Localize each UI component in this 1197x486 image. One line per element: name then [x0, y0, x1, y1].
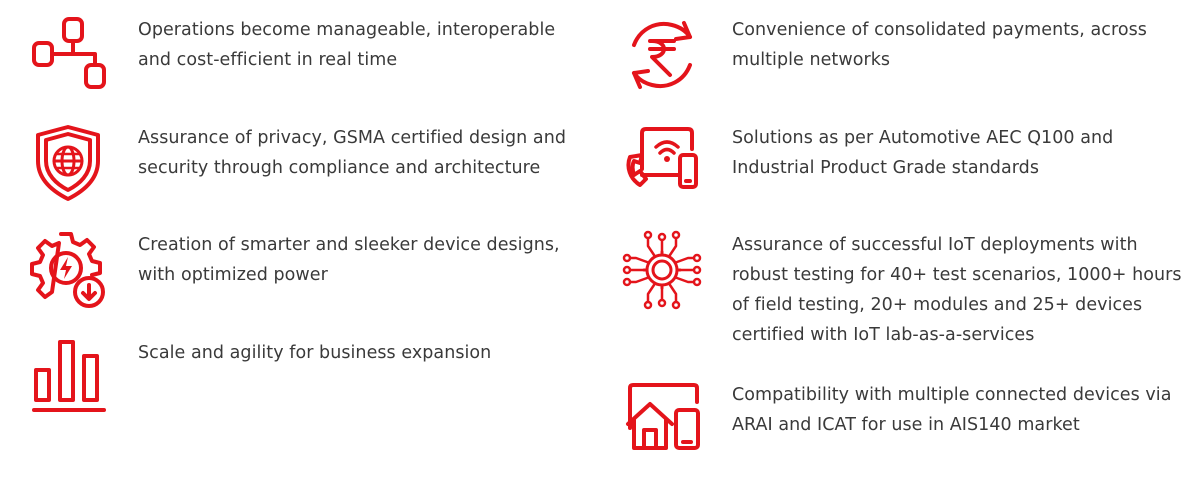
- feature-payments-line-1: Convenience of consolidated payments, ac…: [732, 20, 1147, 40]
- feature-payments: Convenience of consolidated payments, ac…: [622, 15, 1192, 95]
- feature-iot-testing-line-4: certified with IoT lab-as-a-services: [732, 325, 1035, 345]
- power-gear-icon: [28, 230, 108, 310]
- connected-devices-icon: [622, 123, 702, 203]
- rupee-cycle-icon: [622, 15, 702, 95]
- feature-iot-testing: Assurance of successful IoT deployments …: [622, 230, 1197, 350]
- feature-iot-testing-line-2: robust testing for 40+ test scenarios, 1…: [732, 265, 1182, 285]
- feature-device-design-line-2: with optimized power: [138, 265, 328, 285]
- feature-privacy-line-2: security through compliance and architec…: [138, 158, 541, 178]
- feature-scale-line-1: Scale and agility for business expansion: [138, 343, 492, 363]
- feature-iot-testing-line-3: of field testing, 20+ modules and 25+ de…: [732, 295, 1143, 315]
- iot-gear-network-icon: [622, 230, 702, 310]
- feature-operations-line-2: and cost-efficient in real time: [138, 50, 398, 70]
- feature-device-design: Creation of smarter and sleeker device d…: [28, 230, 588, 310]
- feature-operations: Operations become manageable, interopera…: [28, 15, 588, 95]
- home-device-icon: [622, 380, 702, 460]
- feature-compatibility: Compatibility with multiple connected de…: [622, 380, 1197, 460]
- feature-scale: Scale and agility for business expansion: [28, 338, 588, 418]
- shield-globe-icon: [28, 123, 108, 203]
- bar-chart-icon: [28, 338, 108, 418]
- feature-automotive-line-2: Industrial Product Grade standards: [732, 158, 1040, 178]
- feature-operations-line-1: Operations become manageable, interopera…: [138, 20, 556, 40]
- feature-privacy: Assurance of privacy, GSMA certified des…: [28, 123, 588, 203]
- feature-automotive-line-1: Solutions as per Automotive AEC Q100 and: [732, 128, 1114, 148]
- feature-compatibility-line-1: Compatibility with multiple connected de…: [732, 385, 1172, 405]
- flowchart-icon: [28, 15, 108, 95]
- feature-automotive: Solutions as per Automotive AEC Q100 and…: [622, 123, 1192, 203]
- feature-compatibility-line-2: ARAI and ICAT for use in AIS140 market: [732, 415, 1080, 435]
- feature-device-design-line-1: Creation of smarter and sleeker device d…: [138, 235, 560, 255]
- feature-privacy-line-1: Assurance of privacy, GSMA certified des…: [138, 128, 566, 148]
- feature-payments-line-2: multiple networks: [732, 50, 891, 70]
- feature-iot-testing-line-1: Assurance of successful IoT deployments …: [732, 235, 1138, 255]
